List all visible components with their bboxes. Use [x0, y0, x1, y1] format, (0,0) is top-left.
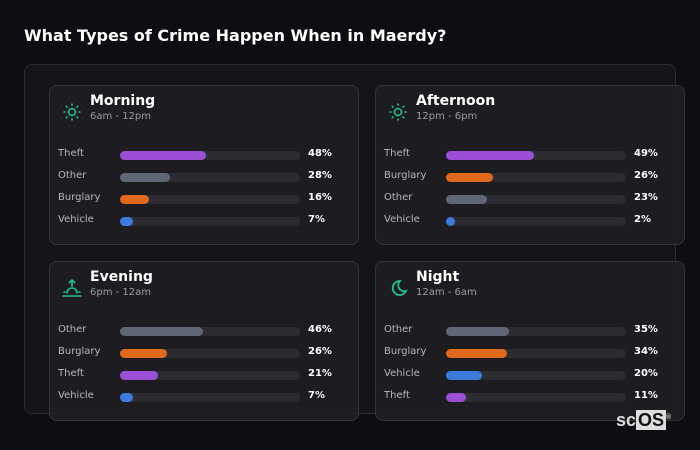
crime-percent: 20% — [634, 368, 658, 379]
bar-track — [446, 173, 626, 182]
crime-row: Theft 48% — [58, 148, 348, 162]
bar-fill — [446, 393, 466, 402]
page-title: What Types of Crime Happen When in Maerd… — [24, 26, 447, 45]
crime-label: Vehicle — [58, 214, 94, 225]
bar-fill — [120, 371, 158, 380]
crime-row: Burglary 34% — [384, 346, 674, 360]
crime-row: Burglary 16% — [58, 192, 348, 206]
crime-percent: 28% — [308, 170, 332, 181]
bar-fill — [120, 151, 207, 160]
crime-label: Burglary — [384, 170, 427, 181]
scos-logo: sc OS ® — [616, 410, 672, 430]
sun-icon — [388, 102, 408, 122]
crime-row: Burglary 26% — [384, 170, 674, 184]
crime-label: Theft — [58, 148, 84, 159]
crime-label: Burglary — [58, 346, 101, 357]
bar-track — [120, 327, 300, 336]
bar-track — [446, 327, 626, 336]
crime-row: Vehicle 7% — [58, 390, 348, 404]
card-title: Evening — [90, 269, 153, 285]
bar-track — [120, 195, 300, 204]
bar-track — [120, 173, 300, 182]
bar-fill — [446, 217, 455, 226]
bar-track — [120, 151, 300, 160]
crime-percent: 21% — [308, 368, 332, 379]
card-time-range: 6am - 12pm — [90, 111, 152, 122]
crime-label: Theft — [58, 368, 84, 379]
card-time-range: 12am - 6am — [416, 287, 477, 298]
crime-percent: 26% — [308, 346, 332, 357]
bar-fill — [446, 371, 482, 380]
crime-percent: 16% — [308, 192, 332, 203]
crime-label: Theft — [384, 390, 410, 401]
crime-label: Other — [384, 324, 413, 335]
crime-label: Other — [58, 170, 87, 181]
crime-label: Other — [384, 192, 413, 203]
card-time-range: 12pm - 6pm — [416, 111, 478, 122]
bar-fill — [120, 173, 171, 182]
bar-fill — [446, 195, 488, 204]
crime-row: Other 23% — [384, 192, 674, 206]
crime-percent: 23% — [634, 192, 658, 203]
crime-label: Theft — [384, 148, 410, 159]
crime-row: Other 35% — [384, 324, 674, 338]
crime-percent: 11% — [634, 390, 658, 401]
crime-percent: 2% — [634, 214, 651, 225]
bar-fill — [120, 393, 133, 402]
bar-track — [446, 195, 626, 204]
bar-track — [120, 217, 300, 226]
card-title: Afternoon — [416, 93, 496, 109]
crime-label: Vehicle — [384, 368, 420, 379]
crime-row: Vehicle 20% — [384, 368, 674, 382]
crime-percent: 46% — [308, 324, 332, 335]
crime-row: Other 28% — [58, 170, 348, 184]
bar-fill — [120, 195, 149, 204]
crime-percent: 7% — [308, 214, 325, 225]
sunset-icon — [62, 278, 82, 298]
crime-row: Theft 11% — [384, 390, 674, 404]
bar-fill — [446, 327, 509, 336]
bar-track — [120, 349, 300, 358]
bar-fill — [446, 151, 535, 160]
crime-percent: 48% — [308, 148, 332, 159]
moon-icon — [388, 278, 408, 298]
crime-percent: 26% — [634, 170, 658, 181]
crime-row: Other 46% — [58, 324, 348, 338]
crime-percent: 34% — [634, 346, 658, 357]
crime-percent: 49% — [634, 148, 658, 159]
bar-fill — [120, 327, 203, 336]
card-evening: Evening 6pm - 12am Other 46% Burglary 26… — [49, 261, 359, 421]
bar-track — [120, 393, 300, 402]
bar-fill — [120, 349, 167, 358]
bar-track — [446, 349, 626, 358]
bar-track — [446, 393, 626, 402]
card-time-range: 6pm - 12am — [90, 287, 152, 298]
crime-percent: 35% — [634, 324, 658, 335]
crime-row: Burglary 26% — [58, 346, 348, 360]
bar-fill — [120, 217, 133, 226]
crime-row: Theft 21% — [58, 368, 348, 382]
card-night: Night 12am - 6am Other 35% Burglary 34% … — [375, 261, 685, 421]
sun-icon — [62, 102, 82, 122]
crime-row: Vehicle 2% — [384, 214, 674, 228]
card-title: Morning — [90, 93, 156, 109]
bar-track — [446, 217, 626, 226]
card-afternoon: Afternoon 12pm - 6pm Theft 49% Burglary … — [375, 85, 685, 245]
crime-row: Vehicle 7% — [58, 214, 348, 228]
card-morning: Morning 6am - 12pm Theft 48% Other 28% B… — [49, 85, 359, 245]
crime-label: Burglary — [384, 346, 427, 357]
crime-label: Vehicle — [384, 214, 420, 225]
crime-label: Other — [58, 324, 87, 335]
crime-label: Vehicle — [58, 390, 94, 401]
bar-fill — [446, 349, 508, 358]
bar-fill — [446, 173, 493, 182]
bar-track — [446, 371, 626, 380]
crime-row: Theft 49% — [384, 148, 674, 162]
crime-percent: 7% — [308, 390, 325, 401]
bar-track — [120, 371, 300, 380]
card-title: Night — [416, 269, 460, 285]
crime-label: Burglary — [58, 192, 101, 203]
bar-track — [446, 151, 626, 160]
